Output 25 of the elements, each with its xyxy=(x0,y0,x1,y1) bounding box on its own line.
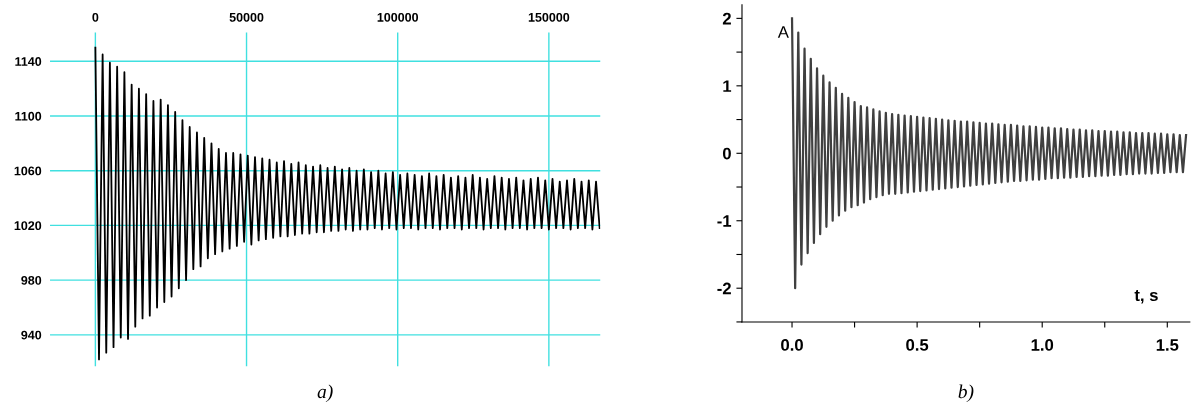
y-tick-label: 1140 xyxy=(15,57,42,66)
text: b) xyxy=(958,384,974,403)
x-tick-label: 50000 xyxy=(229,12,264,22)
y-tick-label: 0 xyxy=(722,147,731,160)
x-tick-label: 1.5 xyxy=(1156,339,1179,351)
x-tick-label: 100000 xyxy=(377,12,419,22)
text: a) xyxy=(317,384,333,403)
y-tick-label: 1100 xyxy=(15,111,42,121)
y-tick-label: 980 xyxy=(21,275,42,285)
y-tick-label: -2 xyxy=(717,282,731,295)
y-tick-label: 2 xyxy=(722,12,731,25)
y-tick-label: 940 xyxy=(21,330,42,340)
annotation: A xyxy=(777,26,789,38)
x-tick-label: 150000 xyxy=(528,12,570,22)
line-series xyxy=(790,17,1188,290)
y-tick-label: -1 xyxy=(717,215,732,227)
y-tick-label: 1 xyxy=(723,80,732,92)
x-tick-label: 0.0 xyxy=(781,339,803,351)
y-tick-label: 1020 xyxy=(14,221,42,231)
x-axis-title: t, s xyxy=(1134,290,1158,304)
x-tick-label: 0 xyxy=(92,12,99,22)
x-tick-label: 1.0 xyxy=(1031,339,1054,351)
x-tick-label: 0.5 xyxy=(906,339,929,351)
y-tick-label: 1060 xyxy=(14,166,42,176)
line-series xyxy=(94,46,601,361)
